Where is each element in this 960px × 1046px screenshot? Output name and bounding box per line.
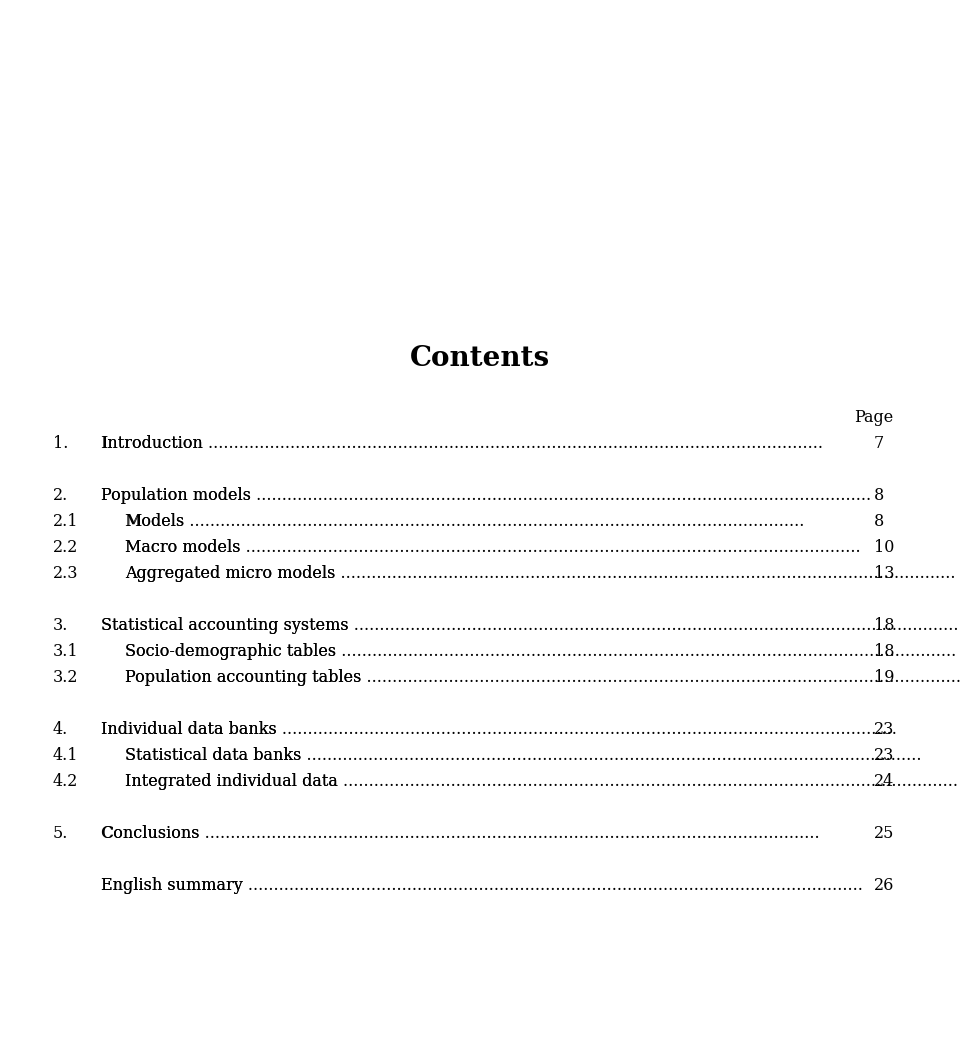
Text: Aggregated micro models: Aggregated micro models	[125, 565, 335, 582]
Text: 7: 7	[874, 434, 884, 452]
Text: Population accounting tables ...................................................: Population accounting tables ...........…	[125, 668, 960, 685]
Text: 3.: 3.	[53, 616, 68, 634]
Text: Socio-demographic tables: Socio-demographic tables	[125, 642, 336, 659]
Text: Statistical accounting systems: Statistical accounting systems	[101, 616, 348, 634]
Text: 4.1: 4.1	[53, 747, 79, 764]
Text: Models: Models	[125, 513, 184, 529]
Text: 3.1: 3.1	[53, 642, 79, 659]
Text: Models .........................................................................: Models .................................…	[125, 513, 804, 529]
Text: 23: 23	[874, 721, 894, 737]
Text: Page: Page	[854, 409, 893, 427]
Text: 23: 23	[874, 747, 894, 764]
Text: Conclusions: Conclusions	[101, 824, 200, 841]
Text: Macro models: Macro models	[125, 539, 240, 555]
Text: 18: 18	[874, 616, 894, 634]
Text: 2.1: 2.1	[53, 513, 79, 529]
Text: 4.: 4.	[53, 721, 68, 737]
Text: 10: 10	[874, 539, 894, 555]
Text: Statistical data banks: Statistical data banks	[125, 747, 301, 764]
Text: 5.: 5.	[53, 824, 68, 841]
Text: 8: 8	[874, 513, 884, 529]
Text: 2.3: 2.3	[53, 565, 79, 582]
Text: 3.2: 3.2	[53, 668, 79, 685]
Text: 2.: 2.	[53, 486, 68, 503]
Text: Introduction: Introduction	[101, 434, 203, 452]
Text: Individual data banks ..........................................................: Individual data banks ..................…	[101, 721, 897, 737]
Text: Statistical accounting systems .................................................: Statistical accounting systems .........…	[101, 616, 960, 634]
Text: 1.: 1.	[53, 434, 68, 452]
Text: 19: 19	[874, 668, 894, 685]
Text: 24: 24	[874, 773, 894, 790]
Text: Statistical data banks .........................................................: Statistical data banks .................…	[125, 747, 922, 764]
Text: Introduction ...................................................................: Introduction ...........................…	[101, 434, 823, 452]
Text: Integrated individual data: Integrated individual data	[125, 773, 338, 790]
Text: Macro models ...................................................................: Macro models ...........................…	[125, 539, 860, 555]
Text: 4.2: 4.2	[53, 773, 78, 790]
Text: Individual data banks: Individual data banks	[101, 721, 276, 737]
Text: 26: 26	[874, 877, 894, 893]
Text: 13: 13	[874, 565, 894, 582]
Text: 18: 18	[874, 642, 894, 659]
Text: Conclusions ....................................................................: Conclusions ............................…	[101, 824, 820, 841]
Text: English summary: English summary	[101, 877, 243, 893]
Text: Population models: Population models	[101, 486, 251, 503]
Text: Population accounting tables: Population accounting tables	[125, 668, 361, 685]
Text: Socio-demographic tables .......................................................: Socio-demographic tables ...............…	[125, 642, 956, 659]
Text: Contents: Contents	[410, 344, 550, 371]
Text: 2.2: 2.2	[53, 539, 78, 555]
Text: English summary ................................................................: English summary ........................…	[101, 877, 863, 893]
Text: 8: 8	[874, 486, 884, 503]
Text: Integrated individual data .....................................................: Integrated individual data .............…	[125, 773, 958, 790]
Text: Population models ..............................................................: Population models ......................…	[101, 486, 871, 503]
Text: 25: 25	[874, 824, 894, 841]
Text: Aggregated micro models ........................................................: Aggregated micro models ................…	[125, 565, 955, 582]
